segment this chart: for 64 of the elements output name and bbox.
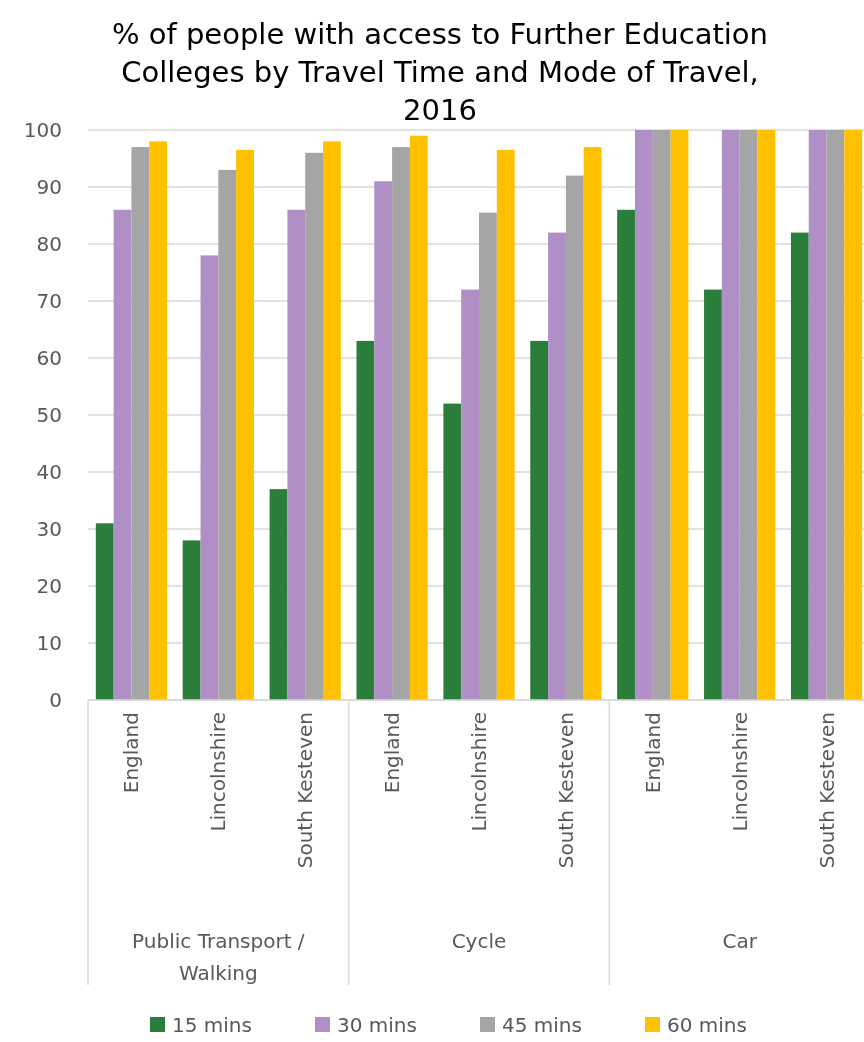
bar bbox=[670, 130, 689, 700]
bar bbox=[479, 212, 497, 700]
bar bbox=[461, 289, 479, 700]
x-tick-label: Lincolnshire bbox=[467, 712, 491, 832]
y-tick-label: 30 bbox=[36, 517, 62, 541]
text: Car bbox=[722, 929, 758, 953]
bar bbox=[356, 340, 375, 700]
bar bbox=[305, 152, 324, 700]
bar bbox=[634, 130, 653, 700]
x-tick-label: England bbox=[640, 712, 665, 794]
y-tick-label: 60 bbox=[36, 346, 62, 370]
y-tick-label: 20 bbox=[36, 574, 62, 598]
bar bbox=[704, 289, 722, 700]
y-tick-label: 10 bbox=[36, 631, 62, 655]
chart-title: % of people with access to Further Education Colleges by Travel Time and Mode of Travel, 2016 bbox=[112, 17, 768, 127]
bar bbox=[200, 255, 219, 700]
bar bbox=[218, 169, 237, 700]
bar bbox=[149, 141, 168, 700]
y-tick-label: 0 bbox=[49, 688, 62, 712]
bar bbox=[565, 175, 584, 700]
text: Public Transport / Walking bbox=[132, 929, 305, 985]
bar bbox=[269, 489, 288, 700]
bar bbox=[548, 232, 566, 700]
bar bbox=[496, 149, 515, 700]
bar bbox=[844, 130, 863, 700]
bar bbox=[739, 130, 758, 700]
bar bbox=[409, 135, 428, 700]
x-tick-label: Lincolnshire bbox=[727, 712, 752, 832]
bar bbox=[721, 130, 740, 700]
y-tick-label: 40 bbox=[36, 460, 62, 484]
bar bbox=[287, 209, 306, 700]
bar bbox=[583, 147, 602, 700]
y-tick-label: 50 bbox=[36, 403, 62, 427]
y-tick-label: 100 bbox=[23, 118, 62, 142]
y-tick-label: 90 bbox=[36, 175, 62, 199]
bar bbox=[182, 540, 201, 700]
legend-label: 45 mins bbox=[502, 1013, 582, 1037]
bar bbox=[790, 232, 809, 700]
y-tick-label: 70 bbox=[36, 289, 62, 313]
x-tick-label: England bbox=[119, 712, 144, 794]
legend-label: 15 mins bbox=[172, 1013, 252, 1037]
x-tick-label: South Kesteven bbox=[814, 712, 839, 869]
legend-label: 30 mins bbox=[337, 1013, 417, 1037]
x-tick-label: South Kesteven bbox=[553, 712, 578, 869]
x-tick-label: England bbox=[380, 712, 405, 794]
bar bbox=[374, 181, 393, 700]
bar bbox=[443, 403, 462, 700]
legend-label: 60 mins bbox=[667, 1013, 747, 1037]
x-tick-label: Lincolnshire bbox=[206, 712, 231, 832]
text: Cycle bbox=[451, 929, 507, 953]
bar bbox=[323, 141, 341, 700]
bar bbox=[392, 147, 410, 700]
bar bbox=[131, 147, 150, 700]
x-tick-label: South Kesteven bbox=[293, 712, 318, 869]
bar bbox=[95, 523, 114, 700]
bar bbox=[652, 130, 671, 700]
bar bbox=[826, 130, 845, 700]
y-tick-label: 80 bbox=[36, 232, 62, 256]
bar bbox=[617, 209, 635, 700]
bar bbox=[530, 340, 549, 700]
bar bbox=[236, 149, 254, 700]
bar bbox=[757, 130, 776, 700]
bar bbox=[113, 209, 132, 700]
bar bbox=[808, 130, 827, 700]
